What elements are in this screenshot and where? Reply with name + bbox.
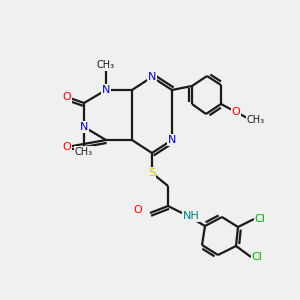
Text: CH₃: CH₃: [97, 60, 115, 70]
Text: Cl: Cl: [255, 214, 266, 224]
Text: CH₃: CH₃: [75, 147, 93, 157]
Text: NH: NH: [183, 211, 200, 221]
Text: N: N: [80, 122, 88, 132]
Text: O: O: [134, 205, 142, 215]
Text: O: O: [232, 107, 240, 117]
Text: N: N: [148, 72, 156, 82]
Text: N: N: [102, 85, 110, 95]
Text: S: S: [148, 168, 156, 178]
Text: N: N: [168, 135, 176, 145]
Text: CH₃: CH₃: [247, 115, 265, 125]
Text: O: O: [63, 142, 71, 152]
Text: O: O: [63, 92, 71, 102]
Text: Cl: Cl: [252, 252, 262, 262]
